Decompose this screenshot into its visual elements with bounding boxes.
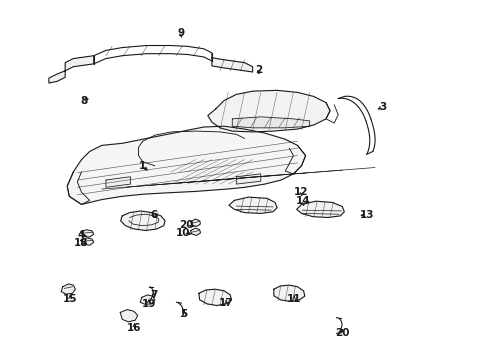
Polygon shape [49, 71, 65, 83]
Text: 15: 15 [62, 294, 77, 304]
Text: 9: 9 [178, 28, 184, 38]
Text: 3: 3 [379, 102, 386, 112]
Polygon shape [65, 56, 94, 71]
Polygon shape [296, 201, 344, 217]
Polygon shape [190, 228, 200, 235]
Polygon shape [120, 310, 138, 322]
Polygon shape [140, 295, 155, 304]
Text: 1: 1 [139, 161, 146, 171]
Text: 2: 2 [255, 65, 262, 75]
Polygon shape [273, 285, 304, 301]
Polygon shape [228, 197, 277, 213]
Polygon shape [106, 177, 130, 187]
Text: 10: 10 [176, 228, 190, 238]
Text: 20: 20 [334, 328, 349, 338]
Text: 14: 14 [296, 196, 310, 206]
Text: 16: 16 [127, 323, 142, 333]
Polygon shape [190, 219, 200, 226]
Polygon shape [211, 58, 252, 72]
Text: 4: 4 [78, 230, 85, 240]
Polygon shape [236, 174, 260, 184]
Polygon shape [81, 230, 94, 237]
Polygon shape [61, 284, 75, 294]
Text: 13: 13 [359, 210, 373, 220]
Text: 11: 11 [286, 294, 301, 304]
Text: 6: 6 [150, 210, 157, 220]
Text: 12: 12 [294, 187, 308, 197]
Text: 18: 18 [74, 238, 88, 248]
Polygon shape [207, 90, 329, 132]
Text: 19: 19 [141, 299, 156, 309]
Text: 5: 5 [180, 309, 187, 319]
Polygon shape [199, 289, 231, 306]
Polygon shape [67, 126, 305, 204]
Polygon shape [121, 211, 164, 230]
Polygon shape [232, 117, 309, 128]
Text: 20: 20 [179, 220, 193, 230]
Text: 17: 17 [219, 298, 233, 308]
Polygon shape [81, 238, 94, 245]
Text: 8: 8 [80, 95, 87, 105]
Text: 7: 7 [150, 290, 157, 300]
